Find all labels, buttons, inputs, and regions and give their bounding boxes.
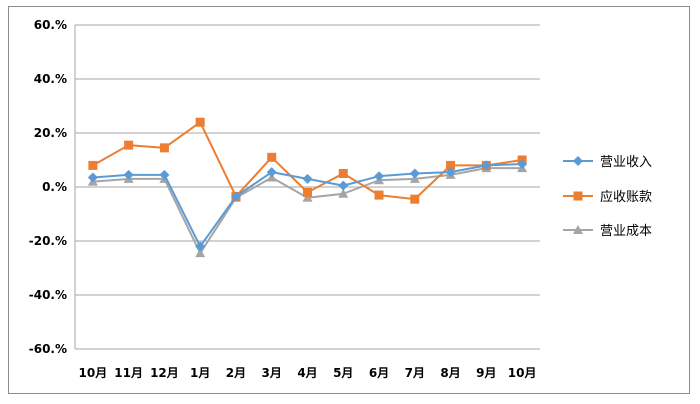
x-tick-label: 11月 bbox=[114, 366, 143, 380]
x-tick-label: 9月 bbox=[476, 366, 496, 380]
data-point bbox=[410, 194, 420, 204]
data-point bbox=[303, 187, 312, 197]
data-point bbox=[338, 188, 349, 198]
x-tick-label: 10月 bbox=[508, 366, 537, 380]
data-point bbox=[302, 192, 313, 202]
data-point bbox=[87, 172, 98, 183]
data-point bbox=[230, 191, 241, 202]
legend-entry: 营业成本 bbox=[563, 224, 652, 239]
y-tick-label: 40.% bbox=[34, 72, 67, 86]
data-point bbox=[481, 160, 492, 171]
x-tick-label: 12月 bbox=[150, 366, 179, 380]
data-point bbox=[374, 190, 384, 200]
data-point bbox=[266, 167, 277, 178]
y-tick-label: 60.% bbox=[34, 18, 67, 32]
x-axis-ticks: 10月 11月 12月 1月 2月 3月 4月 5月 6月 7月 8月 9月 10月 bbox=[79, 366, 537, 380]
legend-marker bbox=[573, 225, 583, 234]
x-tick-label: 4月 bbox=[297, 366, 317, 380]
legend-entry: 营业收入 bbox=[563, 155, 652, 170]
x-tick-label: 3月 bbox=[262, 366, 282, 380]
data-point bbox=[302, 173, 313, 184]
legend-label: 营业收入 bbox=[600, 155, 652, 170]
data-point bbox=[159, 169, 170, 180]
legend-label: 应收账款 bbox=[600, 189, 652, 205]
x-tick-label: 5月 bbox=[333, 366, 353, 380]
data-point bbox=[88, 160, 98, 170]
grid-lines bbox=[74, 24, 540, 350]
legend-marker bbox=[573, 156, 583, 166]
series-1 bbox=[88, 117, 527, 204]
x-tick-label: 6月 bbox=[369, 366, 389, 380]
y-tick-label: -60.% bbox=[29, 342, 67, 356]
x-tick-label: 10月 bbox=[79, 366, 108, 380]
legend-label: 营业成本 bbox=[600, 224, 652, 239]
data-point bbox=[338, 180, 349, 191]
data-point bbox=[195, 241, 206, 252]
y-axis-ticks: 60.% 40.% 20.% 0.% -20.% -40.% -60.% bbox=[29, 18, 67, 356]
data-point bbox=[517, 159, 528, 170]
y-tick-label: -40.% bbox=[29, 288, 67, 302]
series-lines bbox=[87, 117, 528, 258]
y-tick-label: 0.% bbox=[42, 180, 67, 194]
legend-marker bbox=[573, 191, 583, 201]
data-point bbox=[123, 169, 134, 180]
y-tick-label: -20.% bbox=[29, 234, 67, 248]
data-point bbox=[338, 169, 348, 178]
data-point bbox=[374, 171, 385, 182]
data-point bbox=[409, 168, 420, 179]
data-point bbox=[267, 152, 277, 162]
legend-entry: 应收账款 bbox=[563, 189, 652, 205]
y-tick-label: 20.% bbox=[34, 126, 67, 140]
x-tick-label: 1月 bbox=[190, 366, 210, 380]
series-line bbox=[92, 121, 523, 201]
x-tick-label: 8月 bbox=[440, 366, 460, 380]
series-0 bbox=[87, 159, 528, 252]
data-point bbox=[195, 248, 206, 258]
data-point bbox=[446, 160, 456, 170]
data-point bbox=[159, 143, 169, 153]
data-point bbox=[195, 117, 205, 127]
x-tick-label: 7月 bbox=[405, 366, 425, 380]
data-point bbox=[124, 140, 134, 150]
data-point bbox=[445, 167, 456, 178]
x-tick-label: 2月 bbox=[226, 366, 246, 380]
